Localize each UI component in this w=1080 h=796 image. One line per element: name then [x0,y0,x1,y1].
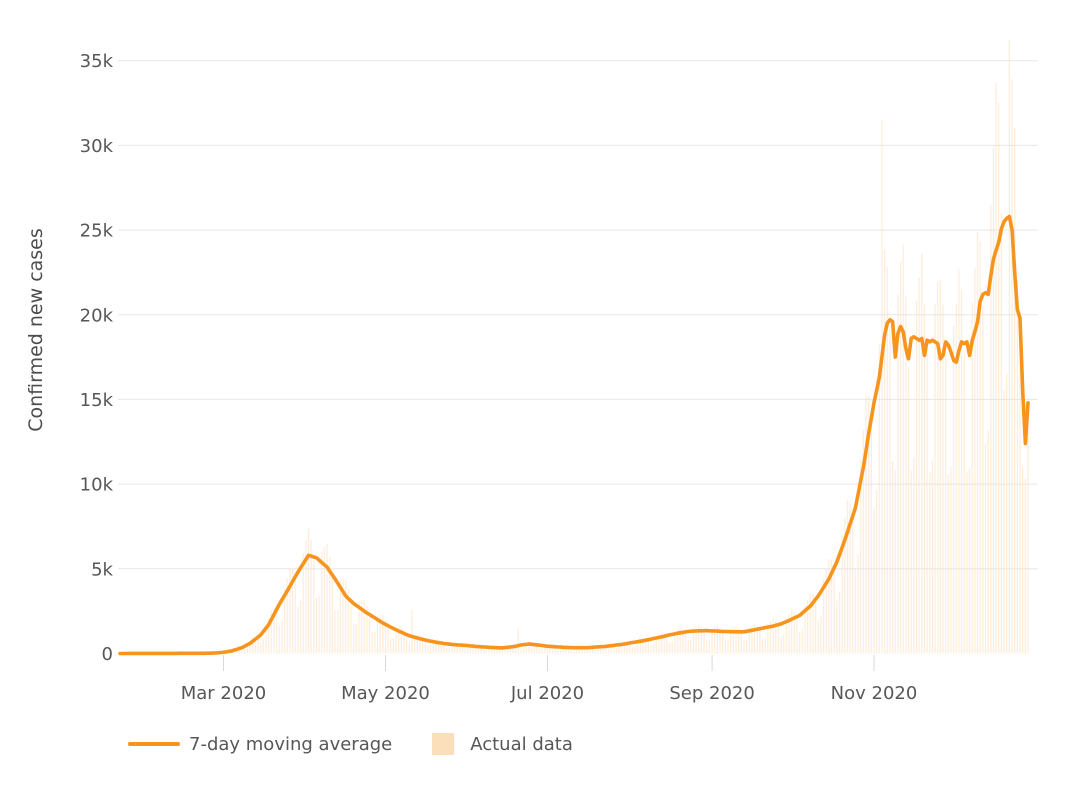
chart-legend: 7-day moving average Actual data [128,731,573,757]
square-swatch-icon [432,733,455,755]
legend-item-moving-average[interactable]: 7-day moving average [128,734,392,755]
x-tick-label: Nov 2020 [831,683,918,704]
y-tick-label: 20k [80,305,114,326]
y-tick-label: 0 [102,644,113,665]
x-tick-label: Sep 2020 [669,683,754,704]
legend-item-actual-data[interactable]: Actual data [432,733,573,755]
x-tick-label: Mar 2020 [181,683,267,704]
legend-label-moving-average: 7-day moving average [189,733,393,755]
y-tick-label: 30k [80,136,114,157]
y-tick-label: 25k [80,221,114,242]
actual-data-bars [122,40,1029,654]
y-tick-label: 35k [80,51,114,72]
x-tick-label: May 2020 [341,683,430,704]
legend-label-actual-data: Actual data [470,733,573,755]
line-swatch-icon [128,742,180,746]
x-tick-label: Jul 2020 [510,683,584,704]
y-axis-title: Confirmed new cases [25,228,47,432]
moving-average-line [118,214,1030,656]
y-tick-label: 10k [80,475,114,496]
y-tick-label: 15k [80,390,114,411]
y-tick-label: 5k [91,559,113,580]
